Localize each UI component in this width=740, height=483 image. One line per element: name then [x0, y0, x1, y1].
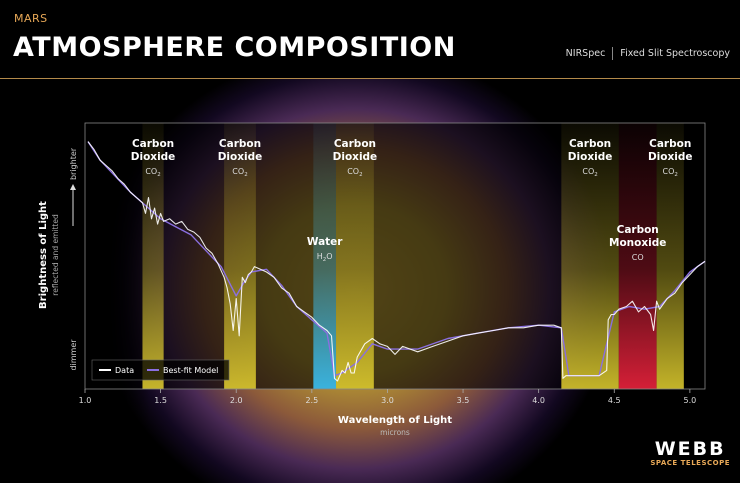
band-formula: CO2 [145, 167, 160, 178]
formula-subscript: 2 [244, 172, 248, 178]
page-title: ATMOSPHERE COMPOSITION [13, 32, 456, 63]
band-formula: CO2 [347, 167, 362, 178]
x-tick-label: 3.5 [457, 396, 470, 405]
x-tick-label: 1.0 [79, 396, 92, 405]
y-axis-bottom-label: dimmer [69, 339, 78, 371]
band-co2-3 [336, 123, 374, 389]
legend: Data Best-fit Model [91, 359, 230, 381]
series-lines [87, 141, 706, 382]
band-formula: CO2 [582, 167, 597, 178]
instrument-label: NIRSpec Fixed Slit Spectroscopy [566, 47, 730, 60]
x-tick-label: 1.5 [154, 396, 167, 405]
formula-subscript: 2 [359, 172, 363, 178]
divider [612, 47, 614, 60]
x-tick-label: 3.0 [381, 396, 394, 405]
y-axis-title: Brightness of Light [38, 201, 49, 309]
band-label: Carbon [569, 138, 611, 150]
band-formula: CO2 [663, 167, 678, 178]
band-label: Carbon [219, 138, 261, 150]
band-label: Dioxide [131, 151, 176, 163]
band-label: Dioxide [568, 151, 613, 163]
x-tick-label: 2.5 [305, 396, 318, 405]
header: MARS ATMOSPHERE COMPOSITION NIRSpec Fixe… [0, 0, 740, 79]
x-axis-subtitle: microns [380, 428, 410, 437]
band-formula: H2O [317, 252, 333, 263]
x-axis-labels: Wavelength of Light microns [338, 415, 452, 437]
band-label: Water [307, 236, 343, 248]
band-label: Dioxide [218, 151, 263, 163]
formula-main: CO [145, 167, 157, 176]
formula-main: CO [632, 253, 644, 262]
y-axis-subtitle: reflected and emitted [51, 214, 60, 296]
series-best-fit-model [87, 141, 706, 377]
formula-tail: O [326, 252, 332, 261]
instrument-name: NIRSpec [565, 48, 606, 59]
band-label: Carbon [334, 138, 376, 150]
formula-subscript: 2 [323, 257, 327, 263]
logo-subtitle: SPACE TELESCOPE [650, 459, 730, 467]
formula-main: CO [347, 167, 359, 176]
band-labels: CarbonDioxideCO2CarbonDioxideCO2WaterH2O… [131, 138, 693, 263]
formula-subscript: 2 [594, 172, 598, 178]
formula-main: CO [582, 167, 594, 176]
band-label: Monoxide [609, 237, 666, 249]
absorption-bands [142, 123, 684, 389]
formula-subscript: 2 [157, 172, 161, 178]
band-co2-0 [142, 123, 164, 389]
legend-box [91, 359, 230, 381]
band-formula: CO2 [232, 167, 247, 178]
band-formula: CO [632, 253, 644, 262]
band-co-5 [618, 123, 657, 389]
band-co2-6 [656, 123, 684, 389]
series-data [87, 141, 706, 382]
y-axis-labels: Brightness of Light reflected and emitte… [38, 147, 78, 370]
band-label: Dioxide [648, 151, 693, 163]
y-axis-top-label: brighter [69, 147, 78, 180]
x-axis-title: Wavelength of Light [338, 415, 452, 426]
legend-data-label: Data [115, 366, 134, 375]
webb-logo: WEBB SPACE TELESCOPE [650, 439, 730, 467]
plot-frame [84, 122, 706, 390]
formula-main: CO [232, 167, 244, 176]
band-label: Carbon [649, 138, 691, 150]
x-tick-label: 2.0 [230, 396, 243, 405]
instrument-mode: Fixed Slit Spectroscopy [620, 48, 730, 59]
y-axis-arrow-head [70, 184, 76, 190]
eyebrow-label: MARS [14, 12, 48, 25]
x-tick-label: 4.0 [532, 396, 545, 405]
band-label: Dioxide [333, 151, 378, 163]
x-tick-label: 5.0 [684, 396, 697, 405]
axes: 1.0 1.5 2.0 2.5 3.0 3.5 4.0 4.5 5.0 [79, 122, 706, 405]
formula-main: H [317, 252, 323, 261]
band-water-2 [313, 123, 337, 389]
band-label: Carbon [132, 138, 174, 150]
band-co2-1 [224, 123, 256, 389]
formula-subscript: 2 [674, 172, 678, 178]
band-co2-4 [561, 123, 619, 389]
formula-main: CO [663, 167, 675, 176]
band-label: Carbon [617, 224, 659, 236]
logo-wordmark: WEBB [654, 438, 726, 460]
legend-model-label: Best-fit Model [163, 366, 218, 375]
x-tick-label: 4.5 [608, 396, 621, 405]
